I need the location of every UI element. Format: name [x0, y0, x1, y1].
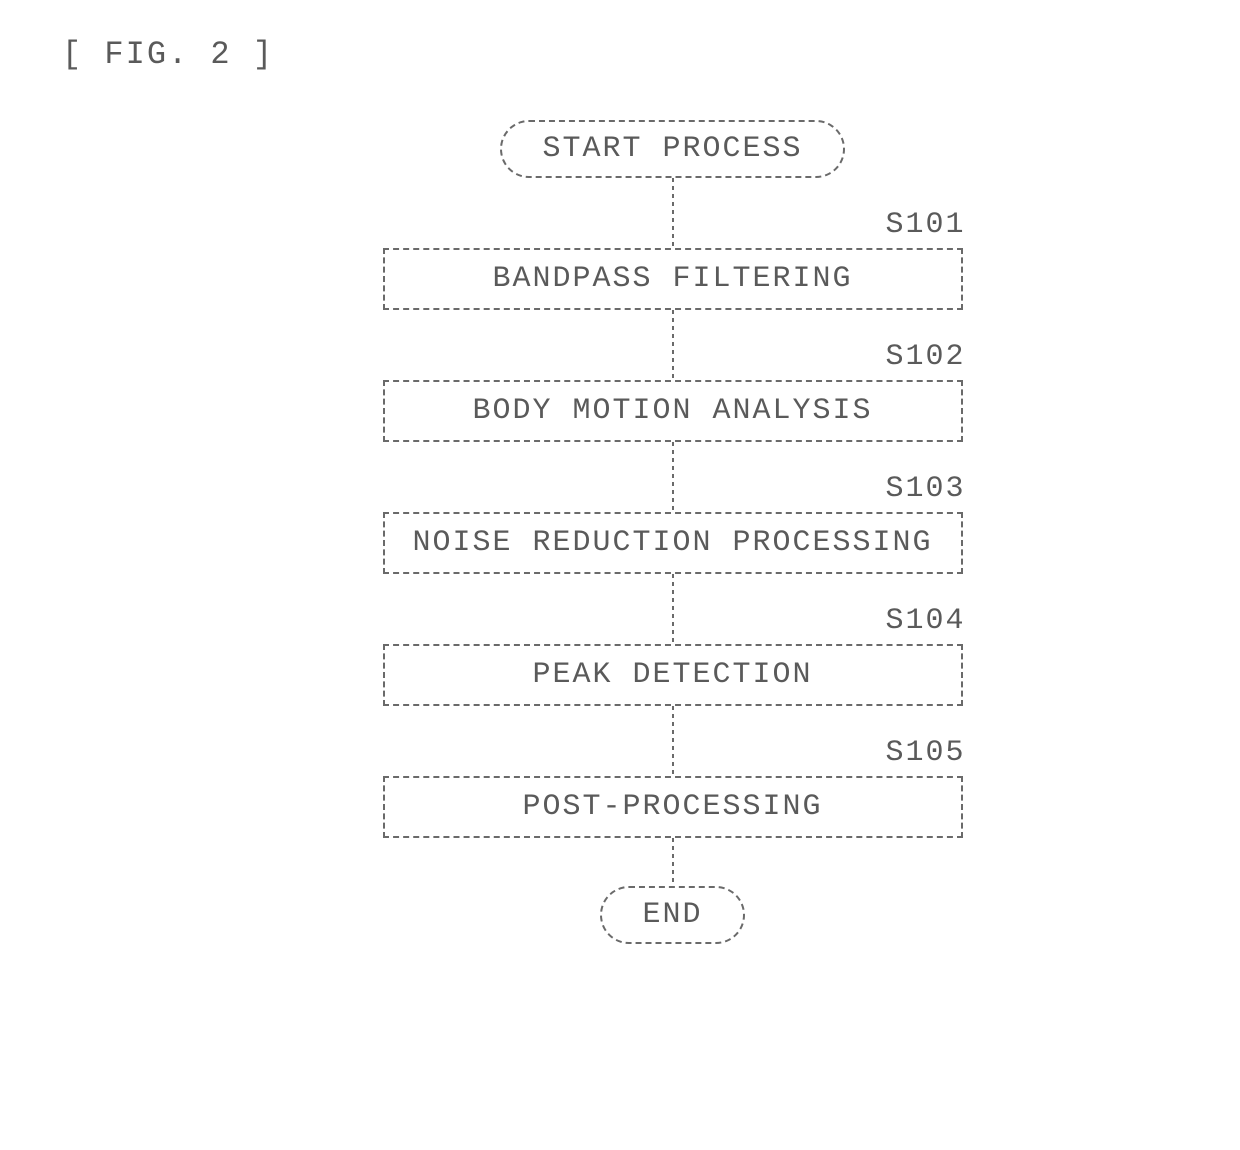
flowchart-container: START PROCESS S101 BANDPASS FILTERING S1…	[380, 120, 965, 944]
process-step: S103 NOISE REDUCTION PROCESSING	[383, 512, 963, 574]
step-text: NOISE REDUCTION PROCESSING	[412, 526, 932, 560]
step-text: BODY MOTION ANALYSIS	[472, 394, 872, 428]
connector	[672, 178, 674, 248]
connector	[672, 838, 674, 886]
step-id-label: S102	[885, 340, 965, 374]
end-terminal: END	[600, 886, 744, 944]
connector	[672, 442, 674, 512]
process-step: S104 PEAK DETECTION	[383, 644, 963, 706]
step-text: BANDPASS FILTERING	[492, 262, 852, 296]
figure-label: [ FIG. 2 ]	[62, 36, 274, 73]
step-id-label: S104	[885, 604, 965, 638]
connector	[672, 574, 674, 644]
step-text: POST-PROCESSING	[522, 790, 822, 824]
connector	[672, 310, 674, 380]
connector	[672, 706, 674, 776]
start-terminal: START PROCESS	[500, 120, 844, 178]
process-step: S101 BANDPASS FILTERING	[383, 248, 963, 310]
step-id-label: S103	[885, 472, 965, 506]
step-text: PEAK DETECTION	[532, 658, 812, 692]
step-id-label: S105	[885, 736, 965, 770]
step-id-label: S101	[885, 208, 965, 242]
process-step: S102 BODY MOTION ANALYSIS	[383, 380, 963, 442]
process-step: S105 POST-PROCESSING	[383, 776, 963, 838]
